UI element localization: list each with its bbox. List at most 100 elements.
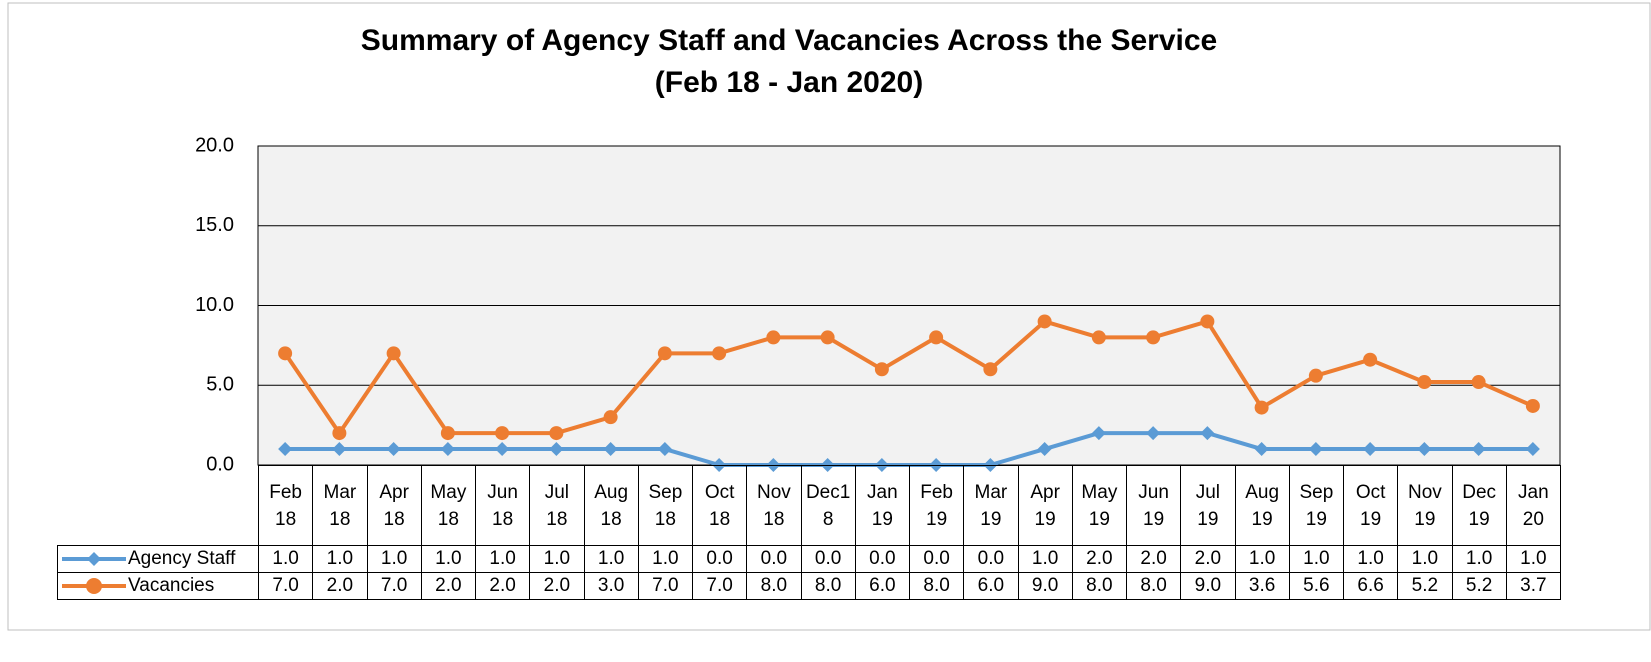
data-label: 6.0	[854, 572, 911, 600]
marker	[874, 362, 889, 377]
marker	[1417, 375, 1432, 390]
marker	[929, 330, 944, 345]
data-label: 5.2	[1451, 572, 1507, 600]
legend-label: Vacancies	[128, 575, 215, 596]
data-label: 0.0	[691, 545, 748, 573]
data-label: 8.0	[908, 572, 965, 600]
marker	[386, 442, 401, 457]
marker	[657, 442, 672, 457]
data-label: 1.0	[366, 545, 422, 573]
legend-marker	[86, 577, 102, 594]
data-label: 1.0	[1288, 545, 1345, 573]
category-row: Feb 18 Mar 18 Apr 18 May 18 Jun 18 Jul 18 Aug …	[57, 465, 1562, 546]
marker	[332, 442, 347, 457]
x-tick-label: Mar 19	[963, 465, 1019, 546]
data-label: 1.0	[1397, 545, 1453, 573]
data-label: 5.6	[1288, 572, 1345, 600]
data-label: 2.0	[529, 572, 585, 600]
marker	[278, 346, 293, 361]
y-tick-label: 10.0	[195, 294, 234, 316]
data-label: 6.0	[963, 572, 1019, 600]
x-tick-label: Jul 19	[1180, 465, 1236, 546]
marker	[332, 426, 347, 441]
marker	[766, 330, 781, 345]
data-label: 8.0	[746, 572, 802, 600]
data-label: 0.0	[908, 545, 965, 573]
data-label: 9.0	[1017, 572, 1073, 600]
x-tick-label: Mar 18	[312, 465, 368, 546]
x-tick-label: Jan 19	[854, 465, 911, 546]
x-tick-label: Oct 18	[691, 465, 748, 546]
legend-key	[62, 577, 126, 594]
series-row: Vacancies 7.0 2.0 7.0 2.0 2.0 2.0 3.0 7.0 7.0 8.0 8…	[57, 572, 1562, 600]
data-label: 0.0	[854, 545, 911, 573]
marker	[1146, 330, 1161, 345]
marker	[1471, 442, 1486, 457]
legend-cell: Agency Staff	[57, 545, 259, 573]
x-tick-label: Nov 19	[1397, 465, 1453, 546]
data-label: 1.0	[257, 545, 314, 573]
data-label: 3.0	[583, 572, 639, 600]
marker	[1471, 375, 1486, 390]
data-label: 1.0	[583, 545, 639, 573]
data-label: 1.0	[474, 545, 531, 573]
marker	[549, 426, 564, 441]
data-label: 1.0	[1451, 545, 1507, 573]
data-label: 9.0	[1180, 572, 1236, 600]
x-tick-label: Jul 18	[529, 465, 585, 546]
marker	[1525, 442, 1540, 457]
x-tick-label: Jan 20	[1505, 465, 1562, 546]
marker	[1525, 398, 1540, 413]
marker	[1091, 330, 1106, 345]
marker	[603, 442, 618, 457]
data-label: 0.0	[963, 545, 1019, 573]
data-label: 5.2	[1397, 572, 1453, 600]
data-label: 1.0	[1505, 545, 1562, 573]
marker	[549, 442, 564, 457]
marker	[1037, 314, 1052, 329]
x-tick-label: Nov 18	[746, 465, 802, 546]
x-tick-label: Aug 19	[1234, 465, 1290, 546]
marker	[603, 410, 618, 425]
marker	[386, 346, 401, 361]
data-label: 3.7	[1505, 572, 1562, 600]
data-label: 8.0	[800, 572, 856, 600]
y-tick-label: 5.0	[206, 374, 234, 396]
data-label: 2.0	[1180, 545, 1236, 573]
marker	[1200, 314, 1215, 329]
marker	[440, 426, 455, 441]
series-row: Agency Staff 1.0 1.0 1.0 1.0 1.0 1.0 1.0 1.0 0.0 0…	[57, 545, 1562, 573]
x-tick-label: Apr 19	[1017, 465, 1073, 546]
x-tick-label: Sep 19	[1288, 465, 1345, 546]
x-tick-label: May 18	[420, 465, 477, 546]
legend-label: Agency Staff	[128, 548, 236, 569]
data-label: 7.0	[366, 572, 422, 600]
marker	[657, 346, 672, 361]
series-line	[283, 319, 1534, 436]
marker	[1254, 442, 1269, 457]
chart-title: Summary of Agency Staff and Vacancies Ac…	[361, 24, 1217, 57]
marker	[1308, 368, 1323, 383]
marker	[495, 426, 510, 441]
marker	[1091, 426, 1106, 441]
marker	[1146, 426, 1161, 441]
data-label: 7.0	[691, 572, 748, 600]
marker	[440, 442, 455, 457]
data-label: 1.0	[312, 545, 368, 573]
marker	[1254, 400, 1269, 415]
x-tick-label: Feb 18	[257, 465, 314, 546]
x-tick-label: May 19	[1071, 465, 1128, 546]
x-tick-label: Apr 18	[366, 465, 422, 546]
marker	[1308, 442, 1323, 457]
data-label: 2.0	[312, 572, 368, 600]
legend-cell: Vacancies	[57, 572, 259, 600]
blank-cell	[57, 465, 259, 546]
data-label: 3.6	[1234, 572, 1290, 600]
data-label: 2.0	[420, 572, 477, 600]
marker	[278, 442, 293, 457]
data-label: 7.0	[637, 572, 694, 600]
x-tick-label: Dec18	[800, 465, 856, 546]
data-label: 2.0	[474, 572, 531, 600]
legend-marker	[87, 551, 101, 566]
x-tick-label: Jun 18	[474, 465, 531, 546]
